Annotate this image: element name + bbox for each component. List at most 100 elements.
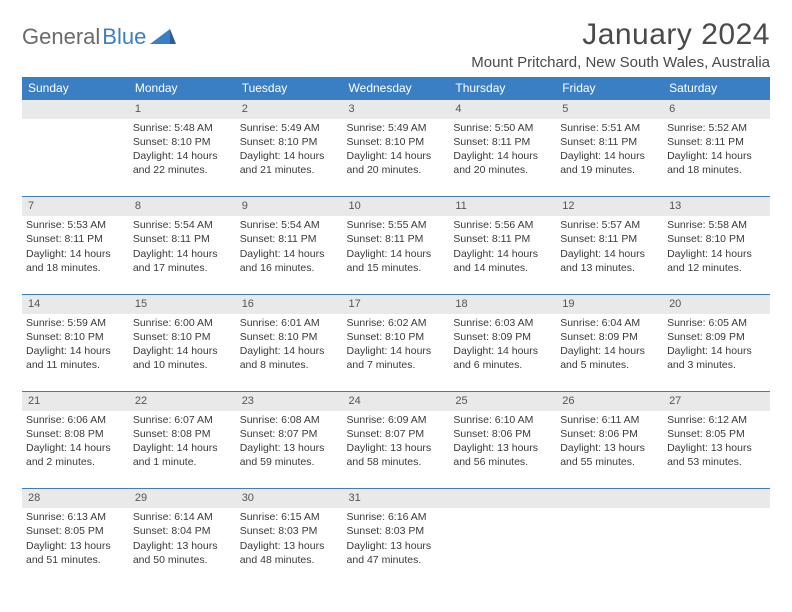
sun-info-line: Daylight: 14 hours <box>133 344 232 358</box>
sun-info-line: and 14 minutes. <box>453 261 552 275</box>
day-number-cell: 29 <box>129 489 236 508</box>
logo: GeneralBlue <box>22 24 176 50</box>
sun-info-line: Sunrise: 6:06 AM <box>26 413 125 427</box>
sun-info-line: Daylight: 14 hours <box>560 247 659 261</box>
day-content-row: Sunrise: 6:13 AMSunset: 8:05 PMDaylight:… <box>22 508 770 586</box>
day-content-cell: Sunrise: 6:09 AMSunset: 8:07 PMDaylight:… <box>343 411 450 489</box>
day-number-cell: 16 <box>236 294 343 313</box>
sun-info-line: Daylight: 14 hours <box>667 149 766 163</box>
sun-info-line: Sunset: 8:04 PM <box>133 524 232 538</box>
day-content-cell: Sunrise: 6:13 AMSunset: 8:05 PMDaylight:… <box>22 508 129 586</box>
sun-info-line: Sunrise: 6:11 AM <box>560 413 659 427</box>
day-number-cell: 30 <box>236 489 343 508</box>
day-content-cell: Sunrise: 5:50 AMSunset: 8:11 PMDaylight:… <box>449 119 556 197</box>
sun-info-line: Sunrise: 5:54 AM <box>133 218 232 232</box>
sun-info-line: and 10 minutes. <box>133 358 232 372</box>
sun-info-line: Daylight: 13 hours <box>133 539 232 553</box>
logo-triangle-icon <box>150 26 176 49</box>
day-number-cell: 27 <box>663 392 770 411</box>
sun-info-line: and 47 minutes. <box>347 553 446 567</box>
day-number-cell <box>663 489 770 508</box>
day-content-cell: Sunrise: 6:02 AMSunset: 8:10 PMDaylight:… <box>343 314 450 392</box>
day-number-row: 123456 <box>22 100 770 119</box>
sun-info-line: Sunset: 8:11 PM <box>560 135 659 149</box>
sun-info-line: Sunrise: 6:14 AM <box>133 510 232 524</box>
day-number-cell: 12 <box>556 197 663 216</box>
sun-info-line: and 20 minutes. <box>453 163 552 177</box>
sun-info-line: Sunrise: 6:03 AM <box>453 316 552 330</box>
day-content-cell: Sunrise: 6:05 AMSunset: 8:09 PMDaylight:… <box>663 314 770 392</box>
day-number-cell: 11 <box>449 197 556 216</box>
day-number-cell: 8 <box>129 197 236 216</box>
day-number-cell: 19 <box>556 294 663 313</box>
sun-info-line: Sunset: 8:08 PM <box>133 427 232 441</box>
day-content-cell: Sunrise: 5:57 AMSunset: 8:11 PMDaylight:… <box>556 216 663 294</box>
weekday-header: Thursday <box>449 77 556 100</box>
day-content-cell: Sunrise: 5:58 AMSunset: 8:10 PMDaylight:… <box>663 216 770 294</box>
sun-info-line: Sunset: 8:10 PM <box>26 330 125 344</box>
day-number-row: 78910111213 <box>22 197 770 216</box>
day-number-row: 14151617181920 <box>22 294 770 313</box>
day-content-row: Sunrise: 6:06 AM Sunset: 8:08 PM Daylight:… <box>22 411 770 489</box>
sun-info-line: Sunrise: 6:07 AM <box>133 413 232 427</box>
sun-info-line: Sunrise: 5:50 AM <box>453 121 552 135</box>
day-content-cell: Sunrise: 6:01 AMSunset: 8:10 PMDaylight:… <box>236 314 343 392</box>
sun-info-line: Daylight: 13 hours <box>347 539 446 553</box>
title-block: January 2024 Mount Pritchard, New South … <box>471 18 770 71</box>
sun-info-line: Sunset: 8:11 PM <box>347 232 446 246</box>
sun-info-line: Daylight: 14 hours <box>453 344 552 358</box>
sun-info-line: Sunrise: 6:09 AM <box>347 413 446 427</box>
day-number-cell <box>556 489 663 508</box>
sun-info-line: Sunset: 8:11 PM <box>133 232 232 246</box>
sun-info-line: and 51 minutes. <box>26 553 125 567</box>
day-content-cell: Sunrise: 5:49 AMSunset: 8:10 PMDaylight:… <box>343 119 450 197</box>
day-content-cell: Sunrise: 6:06 AMSunset: 8:08 PMDaylight:… <box>22 411 129 489</box>
sun-info-line: Sunset: 8:11 PM <box>240 232 339 246</box>
sun-info-line: Daylight: 14 hours <box>453 149 552 163</box>
day-number-cell <box>449 489 556 508</box>
sun-info-line: Daylight: 13 hours <box>26 539 125 553</box>
sun-info-line: Sunset: 8:11 PM <box>453 135 552 149</box>
sun-info-line: Sunset: 8:11 PM <box>453 232 552 246</box>
sun-info-line: and 20 minutes. <box>347 163 446 177</box>
sun-info-line: Sunrise: 5:55 AM <box>347 218 446 232</box>
day-number-cell: 15 <box>129 294 236 313</box>
sun-info-line: and 55 minutes. <box>560 455 659 469</box>
day-content-cell: Sunrise: 6:04 AMSunset: 8:09 PMDaylight:… <box>556 314 663 392</box>
sun-info-line: Sunset: 8:10 PM <box>347 135 446 149</box>
day-number-cell: 9 <box>236 197 343 216</box>
sun-info-line: Sunrise: 6:01 AM <box>240 316 339 330</box>
weekday-header: Saturday <box>663 77 770 100</box>
day-content-cell <box>556 508 663 586</box>
day-content-cell: Sunrise: 6:10 AMSunset: 8:06 PMDaylight:… <box>449 411 556 489</box>
day-number-cell: 1 <box>129 100 236 119</box>
sun-info-line: Daylight: 14 hours <box>26 441 125 455</box>
sun-info-line: and 13 minutes. <box>560 261 659 275</box>
sun-info-line: Sunrise: 6:12 AM <box>667 413 766 427</box>
sun-info-line: Daylight: 14 hours <box>347 149 446 163</box>
weekday-header: Friday <box>556 77 663 100</box>
sun-info-line: and 18 minutes. <box>667 163 766 177</box>
day-content-cell <box>22 119 129 197</box>
day-number-cell: 7 <box>22 197 129 216</box>
sun-info-line: and 2 minutes. <box>26 455 125 469</box>
day-content-cell: Sunrise: 6:07 AMSunset: 8:08 PMDaylight:… <box>129 411 236 489</box>
sun-info-line: Daylight: 13 hours <box>240 539 339 553</box>
sun-info-line: Sunset: 8:03 PM <box>240 524 339 538</box>
sun-info-line: and 15 minutes. <box>347 261 446 275</box>
sun-info-line: Sunset: 8:06 PM <box>453 427 552 441</box>
sun-info-line: and 48 minutes. <box>240 553 339 567</box>
sun-info-line: Daylight: 14 hours <box>133 149 232 163</box>
sun-info-line: and 58 minutes. <box>347 455 446 469</box>
sun-info-line: and 18 minutes. <box>26 261 125 275</box>
sun-info-line: Sunset: 8:10 PM <box>240 330 339 344</box>
sun-info-line: Daylight: 14 hours <box>133 247 232 261</box>
sun-info-line: and 17 minutes. <box>133 261 232 275</box>
day-number-cell: 5 <box>556 100 663 119</box>
day-number-cell: 23 <box>236 392 343 411</box>
sun-info-line: Sunset: 8:09 PM <box>560 330 659 344</box>
sun-info-line: Daylight: 13 hours <box>560 441 659 455</box>
day-content-cell: Sunrise: 5:49 AMSunset: 8:10 PMDaylight:… <box>236 119 343 197</box>
day-content-cell: Sunrise: 5:59 AMSunset: 8:10 PMDaylight:… <box>22 314 129 392</box>
day-number-cell: 13 <box>663 197 770 216</box>
